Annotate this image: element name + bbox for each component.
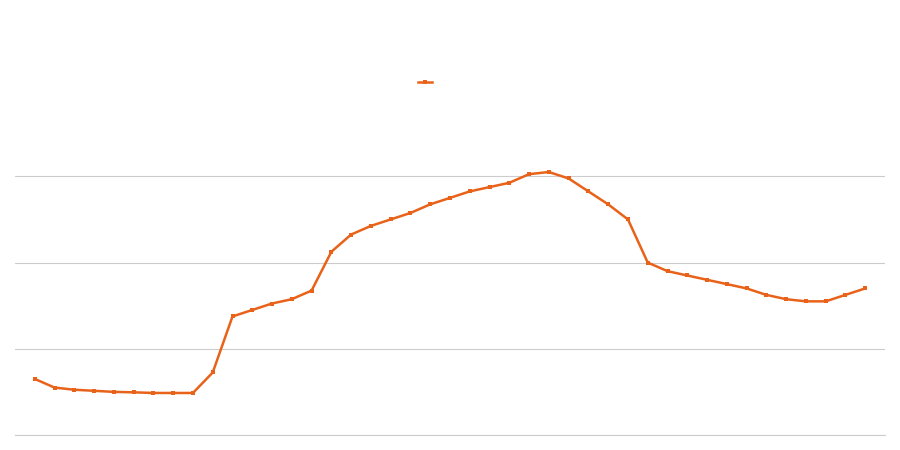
価格 bbox=[484, 184, 495, 190]
価格 bbox=[662, 269, 673, 274]
価格 bbox=[405, 210, 416, 216]
価格 bbox=[623, 217, 634, 222]
価格 bbox=[286, 297, 297, 302]
価格 bbox=[563, 176, 574, 181]
価格 bbox=[89, 388, 100, 393]
価格 bbox=[227, 314, 238, 319]
価格 bbox=[800, 299, 811, 304]
価格 bbox=[722, 281, 733, 287]
価格 bbox=[109, 389, 120, 395]
価格 bbox=[365, 223, 376, 229]
価格 bbox=[583, 189, 594, 194]
価格 bbox=[30, 376, 40, 382]
価格 bbox=[504, 180, 515, 185]
価格 bbox=[50, 385, 60, 390]
価格 bbox=[820, 299, 831, 304]
価格 bbox=[860, 286, 870, 291]
価格 bbox=[247, 307, 257, 313]
価格 bbox=[742, 286, 752, 291]
価格 bbox=[761, 292, 772, 297]
価格 bbox=[464, 189, 475, 194]
価格 bbox=[207, 370, 218, 375]
価格 bbox=[840, 292, 850, 297]
価格 bbox=[306, 288, 317, 293]
価格 bbox=[266, 301, 277, 306]
Legend: 価格: 価格 bbox=[418, 76, 482, 90]
価格 bbox=[69, 387, 80, 392]
価格 bbox=[148, 390, 158, 396]
価格 bbox=[702, 277, 713, 283]
Line: 価格: 価格 bbox=[32, 170, 868, 396]
価格 bbox=[128, 390, 139, 395]
価格 bbox=[425, 202, 436, 207]
価格 bbox=[346, 232, 356, 237]
価格 bbox=[445, 195, 455, 201]
価格 bbox=[385, 217, 396, 222]
価格 bbox=[187, 390, 198, 396]
価格 bbox=[167, 390, 178, 396]
価格 bbox=[544, 169, 554, 175]
価格 bbox=[524, 171, 535, 177]
価格 bbox=[326, 249, 337, 254]
価格 bbox=[643, 260, 653, 265]
価格 bbox=[780, 297, 791, 302]
価格 bbox=[603, 202, 614, 207]
価格 bbox=[682, 273, 693, 278]
